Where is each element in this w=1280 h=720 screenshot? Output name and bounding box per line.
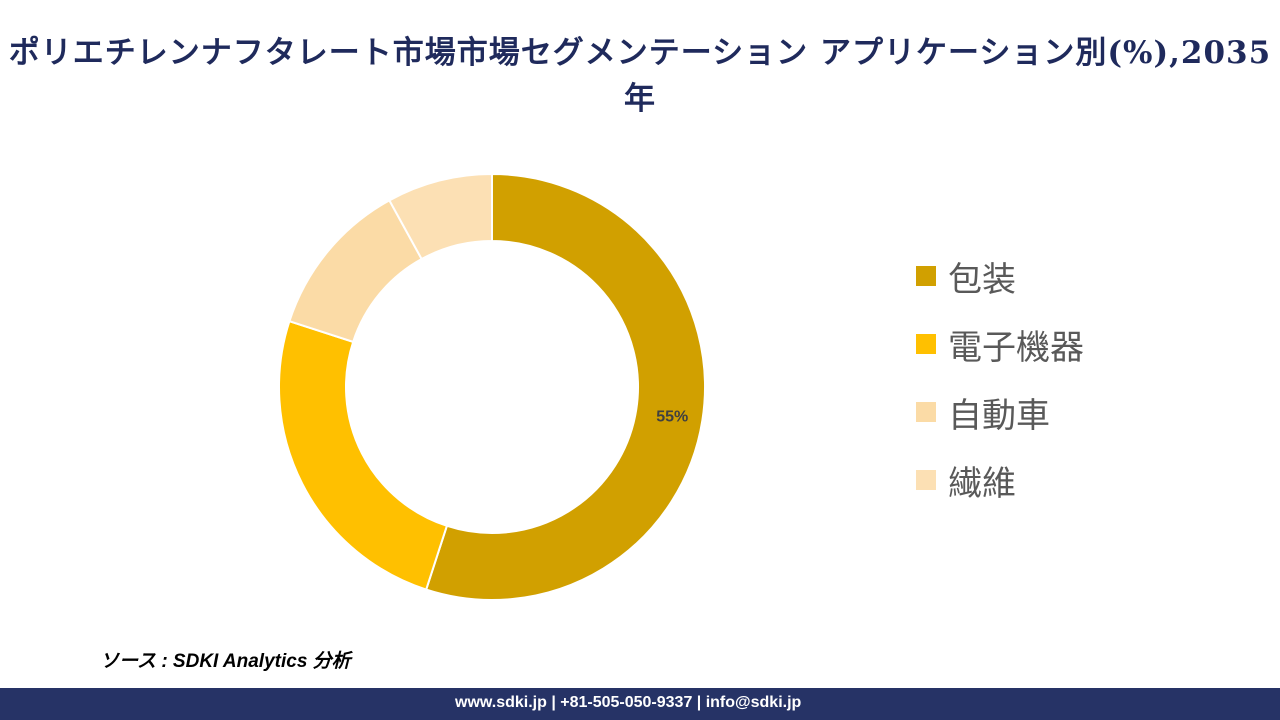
- chart-title: ポリエチレンナフタレート市場市場セグメンテーション アプリケーション別(%),2…: [8, 35, 1272, 117]
- footer-bar: www.sdki.jp | +81-505-050-9337 | info@sd…: [0, 688, 1280, 720]
- donut-slice-4: [388, 172, 493, 261]
- legend: 包装 電子機器 自動車 繊維: [916, 222, 1084, 534]
- legend-label: 繊維: [948, 463, 1016, 504]
- legend-item: 繊維: [916, 426, 1084, 534]
- footer-contact: www.sdki.jp | +81-505-050-9337 | info@sd…: [455, 694, 802, 711]
- legend-label: 包装: [948, 259, 1016, 300]
- legend-swatch: [916, 334, 936, 354]
- legend-label: 電子機器: [948, 327, 1084, 368]
- legend-swatch: [916, 402, 936, 422]
- legend-item: 包装: [916, 222, 1084, 330]
- donut-slice-1: [424, 172, 706, 601]
- data-label: 55%: [656, 409, 688, 426]
- legend-item: 電子機器: [916, 290, 1084, 398]
- source-note: ソース : SDKI Analytics 分析: [100, 651, 351, 672]
- legend-item: 自動車: [916, 358, 1084, 466]
- legend-label: 自動車: [948, 395, 1050, 436]
- legend-swatch: [916, 266, 936, 286]
- legend-swatch: [916, 470, 936, 490]
- donut-slice-2: [278, 319, 449, 591]
